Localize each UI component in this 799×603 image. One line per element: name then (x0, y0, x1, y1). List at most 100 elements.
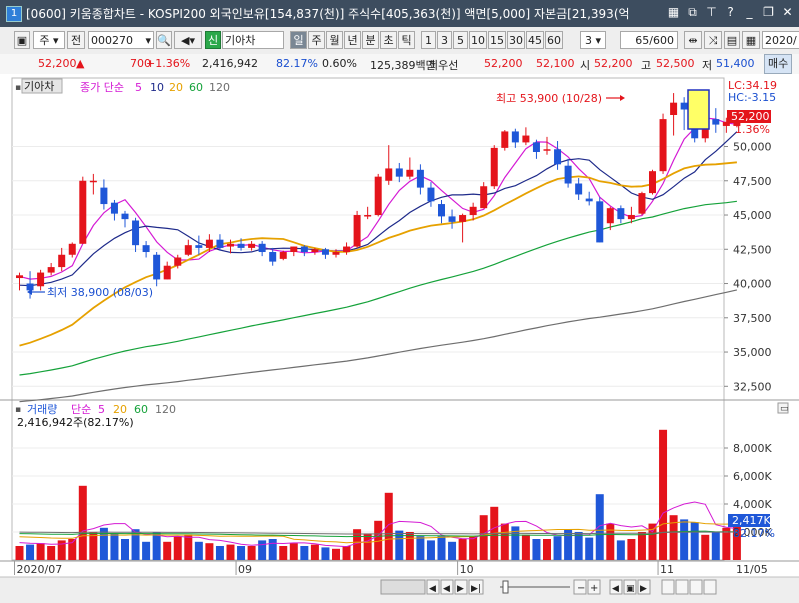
scroll-next-button[interactable] (454, 579, 468, 595)
settings-icon[interactable]: ▣ (14, 31, 30, 49)
candle-body (343, 246, 351, 253)
scroll-prev-button[interactable] (440, 579, 454, 595)
link-icon[interactable]: ⧉ (688, 5, 697, 19)
priority-label: 최우선 (428, 59, 459, 72)
volume-bar (426, 540, 435, 560)
zoom-in-button[interactable] (587, 579, 601, 595)
sound-icon[interactable]: ◀▾ (174, 31, 202, 49)
forecast-box[interactable] (687, 89, 710, 130)
window-titlebar: 1 [0600] 키움종합차트 - KOSPI200 외국인보유[154,837… (0, 0, 799, 27)
calendar-icon[interactable]: ▦ (742, 31, 760, 49)
option-button-4[interactable] (703, 579, 717, 595)
close-icon[interactable]: ✕ (782, 5, 793, 19)
minute-button-1[interactable]: 3 (437, 31, 452, 49)
price-change-pct: +1.36% (146, 57, 191, 70)
view-left-button[interactable] (609, 579, 623, 595)
candle-body (58, 254, 66, 268)
buy-sell-button[interactable]: 매수 (764, 54, 793, 74)
option-button-1[interactable] (661, 579, 675, 595)
wand-icon[interactable]: ⤨ (704, 31, 722, 49)
candle-body (575, 183, 583, 195)
date-field[interactable]: 2020/ (762, 31, 799, 49)
scroll-next-icon: ▶ (457, 584, 464, 594)
volume-bar (289, 543, 298, 560)
stock-code-input[interactable]: 000270 ▾ (88, 31, 154, 49)
volume-average-lines (19, 501, 737, 548)
candle-body (290, 246, 298, 253)
volume-bar (405, 532, 414, 560)
minute-button-7[interactable]: 60 (545, 31, 563, 49)
volume-bar (332, 548, 340, 560)
volume-bar (363, 533, 372, 560)
minute-select[interactable]: 3 ▾ (580, 31, 606, 49)
volume-bar (732, 526, 741, 560)
minute-button-6[interactable]: 45 (526, 31, 544, 49)
candle-body (416, 169, 424, 188)
option-button-2[interactable] (675, 579, 689, 595)
volume-bar (395, 530, 404, 560)
ma20-line (19, 161, 737, 347)
volume-bar (648, 523, 657, 560)
period-select[interactable]: 주 ▾ (33, 31, 65, 49)
count-field[interactable]: 65/600 (620, 31, 678, 49)
cursor-icon[interactable]: ⇹ (684, 31, 702, 49)
option-button-3[interactable] (689, 579, 703, 595)
period-button-4[interactable]: 분 (362, 31, 379, 49)
panel-minimize-button[interactable] (777, 402, 789, 414)
prev-button[interactable]: 전 (67, 31, 85, 49)
candle-body (258, 243, 266, 253)
candle-body (279, 252, 287, 259)
view-right-button[interactable] (637, 579, 651, 595)
scroll-last-button[interactable] (468, 579, 484, 595)
scrollbar-track[interactable] (380, 579, 426, 595)
period-button-0[interactable]: 일 (290, 31, 307, 49)
volume-bar (300, 546, 309, 560)
zoom-out-button[interactable] (573, 579, 587, 595)
scroll-last-icon: ▶| (471, 584, 481, 594)
save-icon[interactable]: ▤ (724, 31, 740, 49)
candle-body (438, 204, 445, 217)
candle-body (163, 265, 171, 280)
search-icon[interactable]: 🔍 (156, 31, 172, 49)
date-tick-label: 09 (238, 563, 252, 576)
volume-bar (226, 544, 235, 560)
volume-bar (89, 532, 98, 560)
volume-bar (690, 522, 699, 560)
candle-body (385, 168, 393, 181)
date-tick-label: 11/05 (736, 563, 768, 576)
candle-body (195, 245, 203, 248)
candle-body (132, 220, 140, 246)
period-button-1[interactable]: 주 (308, 31, 325, 49)
minute-button-2[interactable]: 5 (453, 31, 468, 49)
minute-button-0[interactable]: 1 (421, 31, 436, 49)
minute-button-4[interactable]: 15 (488, 31, 506, 49)
volume-legend-indicator: 단순 (71, 403, 91, 416)
zoom-out-icon: − (577, 583, 585, 594)
view-mid-button[interactable] (623, 579, 637, 595)
minimize-icon[interactable]: _ (746, 5, 753, 19)
zoom-slider-handle[interactable] (502, 580, 509, 594)
minute-button-5[interactable]: 30 (507, 31, 525, 49)
turnover: 0.60% (322, 57, 357, 70)
price-summary-bar: 52,200 ▲ 700 +1.36% 2,416,942 82.17% 0.6… (0, 54, 799, 75)
restore-icon[interactable]: ❐ (763, 5, 774, 19)
scroll-first-button[interactable] (426, 579, 440, 595)
pin-icon[interactable]: ⊤ (706, 5, 717, 19)
minute-button-3[interactable]: 10 (469, 31, 487, 49)
table-icon[interactable]: ▦ (667, 5, 680, 19)
candle-body (142, 245, 150, 253)
stock-chart[interactable]: 50,000 47,500 45,000 42,500 40,000 37,500 35,0… (0, 74, 799, 603)
period-button-3[interactable]: 년 (344, 31, 361, 49)
period-button-5[interactable]: 초 (380, 31, 397, 49)
help-icon[interactable]: ? (727, 5, 734, 19)
period-button-2[interactable]: 월 (326, 31, 343, 49)
candle-body (353, 215, 361, 247)
volume-bar (121, 539, 129, 560)
legend-stock-name: 기아차 (24, 80, 54, 93)
volume-bar (616, 540, 625, 560)
period-button-6[interactable]: 틱 (398, 31, 415, 49)
low-price: 51,400 (716, 57, 755, 70)
volume-tick-label: 6,000K (733, 470, 772, 483)
volume-tick-label: 8,000K (733, 442, 772, 455)
date-tick-label: 11 (660, 563, 674, 576)
